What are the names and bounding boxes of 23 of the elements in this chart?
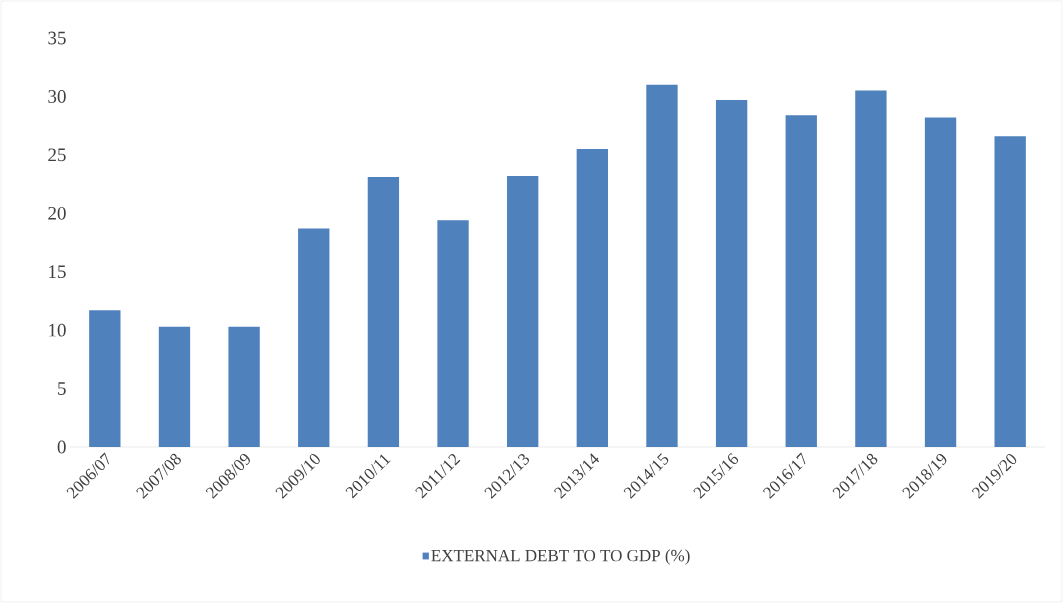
y-tick-label: 15: [49, 265, 66, 279]
bar: [507, 175, 539, 447]
y-tick-label: 30: [48, 90, 66, 103]
bar: [924, 117, 957, 447]
bar: [646, 84, 678, 447]
bar: [994, 136, 1026, 447]
bar: [367, 177, 400, 447]
bar: [785, 115, 817, 447]
bar: [298, 228, 330, 447]
y-tick-label: 5: [58, 382, 66, 395]
y-tick-label: 20: [48, 206, 66, 220]
bar: [228, 326, 260, 447]
bar: [715, 99, 748, 447]
y-tick-label: 25: [48, 148, 66, 162]
bar: [158, 326, 191, 447]
bar: [437, 220, 469, 447]
bar: [576, 149, 608, 447]
y-tick-label: 10: [49, 323, 66, 337]
y-tick-label: 35: [48, 31, 66, 45]
legend-label: EXTERNAL DEBT TO TO GDP (%): [431, 549, 690, 565]
bar: [89, 310, 121, 447]
y-tick-label: 0: [57, 440, 66, 454]
bar: [855, 90, 887, 447]
